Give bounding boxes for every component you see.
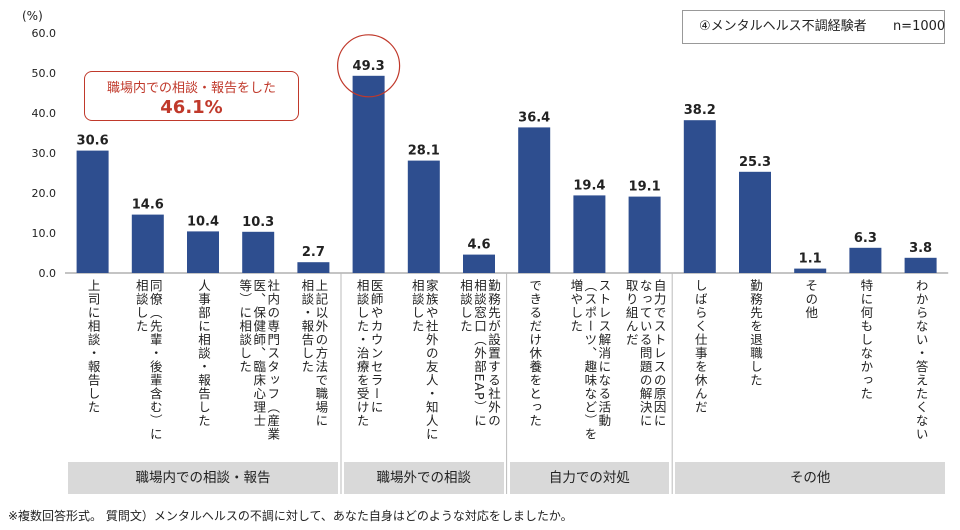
callout-line1: 職場内での相談・報告をした <box>106 81 276 96</box>
callout-percent: 46.1% <box>160 97 223 118</box>
category-label: 社内の専門スタッフ（産業 医、保健師、臨床心理士 等）に相談した <box>237 279 281 441</box>
bar-value-label: 25.3 <box>739 155 771 170</box>
category-label: わからない・答えたくない <box>913 279 929 441</box>
category-label: 上記以外の方法で職場に 相談・報告した <box>299 279 329 428</box>
bar <box>352 75 385 273</box>
bar <box>407 160 440 273</box>
bar-value-label: 3.8 <box>909 241 932 256</box>
bar <box>463 254 495 273</box>
bar-value-label: 6.3 <box>854 231 877 246</box>
y-tick-label: 40.0 <box>32 107 57 120</box>
y-tick-label: 50.0 <box>32 67 57 80</box>
category-label: 人事部に相談・報告した <box>196 279 211 428</box>
bar-value-label: 19.1 <box>629 180 661 195</box>
group-label: 自力での対処 <box>509 462 670 494</box>
category-label: 上司に相談・報告した <box>85 279 101 414</box>
category-label: 同僚（先輩・後輩含む）に 相談した <box>133 279 163 441</box>
category-label: ストレス解消になる活動 （スポーツ、趣味など）を 増やした <box>568 279 612 441</box>
bar <box>242 231 275 273</box>
y-tick-label: 0.0 <box>39 267 57 280</box>
bar-value-label: 2.7 <box>302 245 325 260</box>
bar-value-label: 19.4 <box>573 178 605 193</box>
bar-value-label: 49.3 <box>353 59 385 74</box>
bar-value-label: 4.6 <box>467 238 490 253</box>
footnote: ※複数回答形式。 質問文）メンタルヘルスの不調に対して、あなた自身はどのような対… <box>8 509 573 523</box>
bar <box>739 171 771 273</box>
bar <box>794 268 827 273</box>
category-label: 勤務先が設置する社外の 相談窓口（外部EAP）に 相談した <box>458 279 501 428</box>
category-label: その他 <box>803 279 819 320</box>
group-label: その他 <box>675 462 946 494</box>
category-label: 勤務先を退職した <box>748 279 763 387</box>
bar-value-label: 10.4 <box>187 214 219 229</box>
category-label: 家族や社外の友人・知人に 相談した <box>409 279 439 441</box>
highlight-circle <box>337 34 401 98</box>
legend-n: n=1000 <box>892 19 946 34</box>
bar <box>518 127 551 274</box>
bar <box>76 150 109 273</box>
category-label: 医師やカウンセラーに 相談した・治療を受けた <box>354 279 384 428</box>
category-label: できるだけ休養をとった <box>527 279 543 428</box>
legend-title: ④メンタルヘルス不調経験者 <box>699 19 867 34</box>
legend-box: ④メンタルヘルス不調経験者 n=1000 <box>682 10 945 44</box>
group-label: 職場外での相談 <box>344 462 504 494</box>
bar <box>131 214 164 273</box>
y-tick-label: 20.0 <box>32 187 57 200</box>
bar <box>187 231 219 273</box>
group-label: 職場内での相談・報告 <box>68 462 338 494</box>
bar <box>573 195 606 273</box>
bar-value-label: 38.2 <box>684 103 716 118</box>
bar <box>904 257 937 273</box>
y-tick-label: 10.0 <box>32 227 57 240</box>
bar-value-label: 30.6 <box>77 134 109 149</box>
bar <box>628 196 661 273</box>
bar <box>297 262 330 273</box>
y-tick-label: 30.0 <box>32 147 57 160</box>
workplace-callout: 職場内での相談・報告をした 46.1% <box>84 71 299 121</box>
bar <box>683 120 716 273</box>
y-axis-unit: (%) <box>22 9 43 23</box>
bar-value-label: 28.1 <box>408 144 440 159</box>
bar-value-label: 14.6 <box>132 198 164 213</box>
bar <box>849 247 882 273</box>
category-label: 特に何もしなかった <box>858 279 874 401</box>
bar-value-label: 1.1 <box>799 252 822 267</box>
y-tick-label: 60.0 <box>32 27 57 40</box>
category-label: しばらく仕事を休んだ <box>692 279 708 414</box>
bar-value-label: 10.3 <box>242 215 274 230</box>
bar-value-label: 36.4 <box>518 110 550 125</box>
category-label: 自力でストレスの原因に なっている問題の解決に 取り組んだ <box>623 279 667 428</box>
